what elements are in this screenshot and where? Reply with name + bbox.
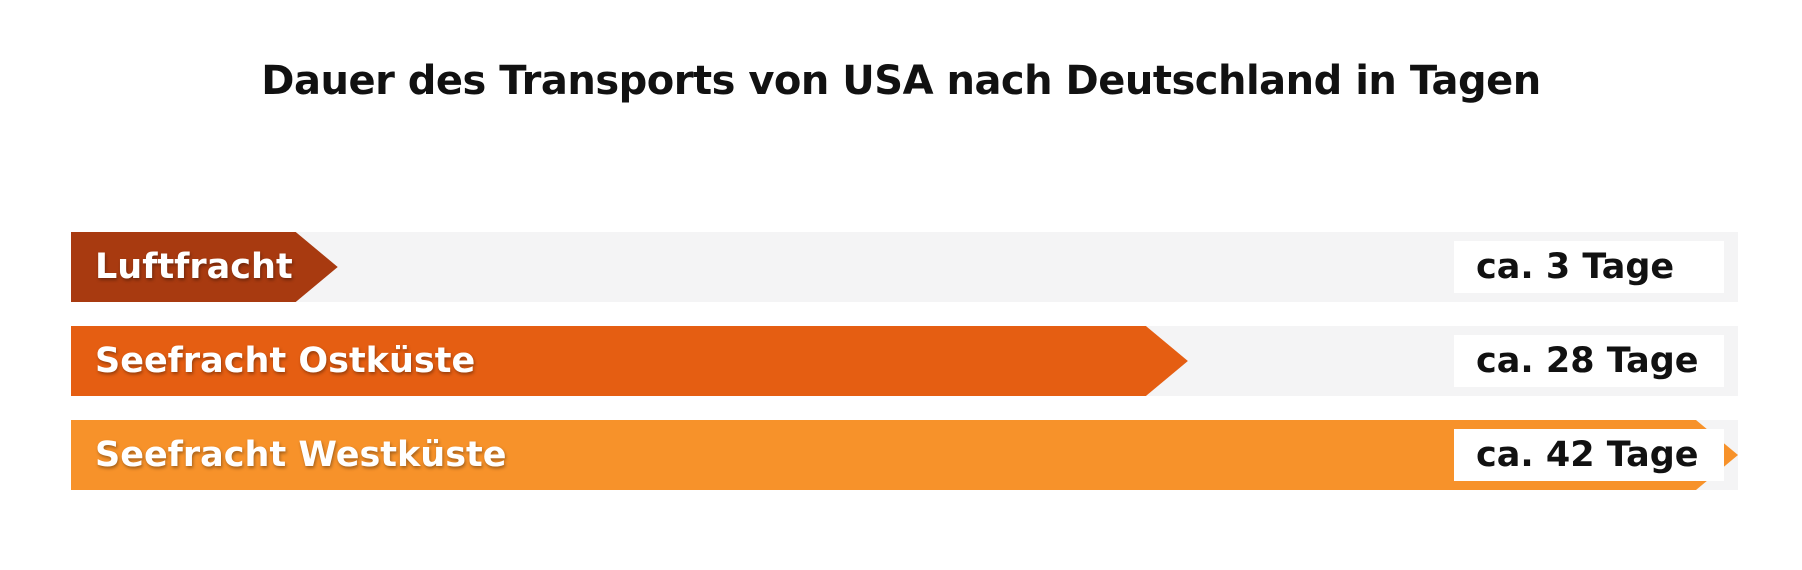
bar-label: Seefracht Ostküste: [95, 341, 476, 381]
bar-label: Luftfracht: [95, 247, 293, 287]
bar: [71, 326, 1188, 396]
bar-row: Seefracht Westküste ca. 42 Tage: [71, 420, 1738, 490]
value-label: ca. 42 Tage: [1454, 429, 1724, 481]
value-label: ca. 28 Tage: [1454, 335, 1724, 387]
bar-row: Seefracht Ostküste ca. 28 Tage: [71, 326, 1738, 396]
bar-label: Seefracht Westküste: [95, 435, 507, 475]
value-label: ca. 3 Tage: [1454, 241, 1724, 293]
bar: [71, 232, 338, 302]
chart-title: Dauer des Transports von USA nach Deutsc…: [261, 58, 1541, 104]
bar-row: Luftfracht ca. 3 Tage: [71, 232, 1738, 302]
